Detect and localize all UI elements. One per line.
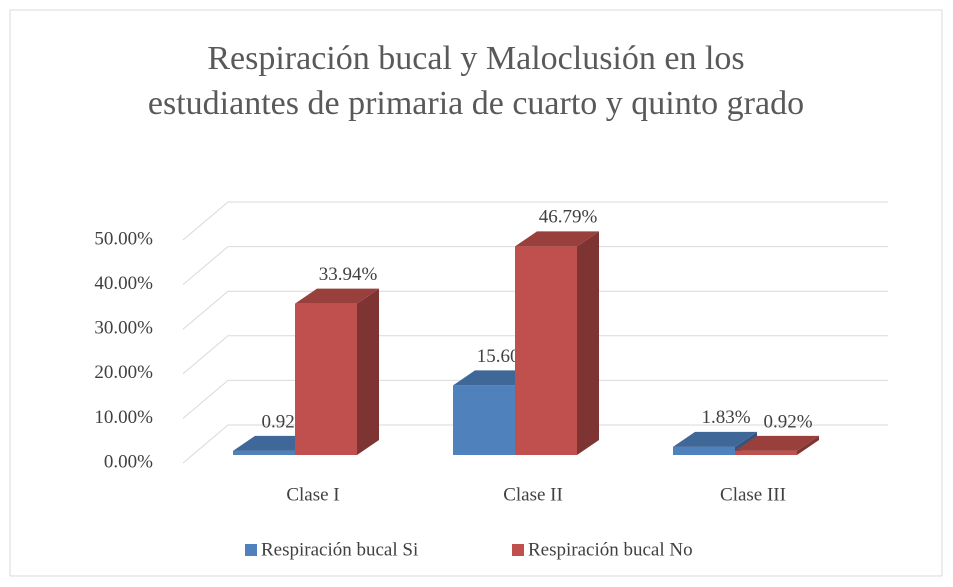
data-label: 46.79% <box>539 207 598 228</box>
bar-top <box>515 231 599 247</box>
chart-border <box>9 9 943 577</box>
bar <box>453 385 515 455</box>
bar-side <box>797 435 819 455</box>
grid-line <box>182 201 888 241</box>
legend-label: Respiración bucal Si <box>261 539 418 560</box>
grid-line <box>182 424 888 464</box>
bar-side <box>577 231 599 455</box>
legend-label: Respiración bucal No <box>528 539 693 560</box>
chart-title: Respiración bucal y Maloclusión en los e… <box>147 40 805 122</box>
y-tick-label: 50.00% <box>94 228 153 249</box>
data-label: 33.94% <box>319 264 378 285</box>
grid-line <box>182 335 888 375</box>
grid-line <box>182 379 888 419</box>
y-tick-label: 0.00% <box>104 451 153 472</box>
bar-top <box>735 435 819 451</box>
bar <box>233 450 295 455</box>
grid-line <box>182 246 888 285</box>
bar <box>735 450 797 455</box>
y-tick-label: 30.00% <box>94 318 153 339</box>
bar <box>515 246 577 455</box>
bar <box>673 446 735 455</box>
bar-top <box>673 431 757 447</box>
bar <box>295 303 357 455</box>
x-tick-label: Clase III <box>720 484 786 505</box>
y-tick-label: 10.00% <box>94 407 153 428</box>
bar-top <box>295 288 379 304</box>
data-label: 1.83% <box>701 407 750 428</box>
bar-side <box>357 288 379 455</box>
y-tick-label: 40.00% <box>94 273 153 294</box>
grid-line <box>182 290 888 330</box>
y-tick-label: 20.00% <box>94 362 153 383</box>
x-tick-label: Clase I <box>286 484 339 505</box>
data-label: 0.92% <box>763 411 812 432</box>
x-tick-label: Clase II <box>503 484 563 505</box>
legend-swatch <box>512 544 524 556</box>
legend-swatch <box>245 544 257 556</box>
